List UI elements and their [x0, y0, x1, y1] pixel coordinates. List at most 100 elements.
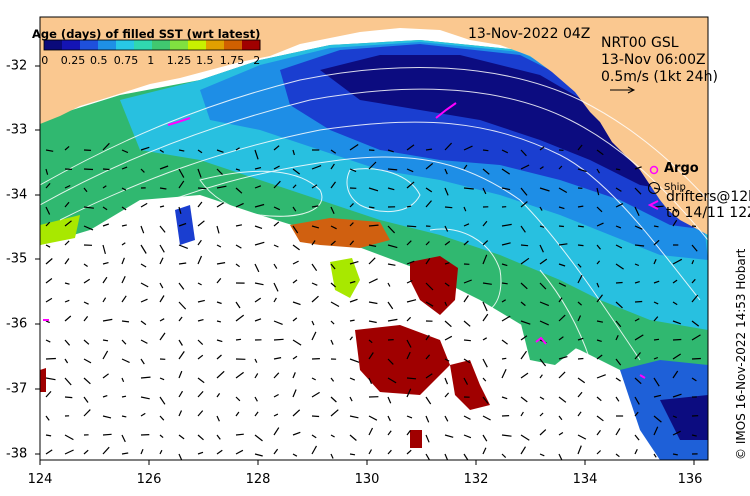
- current-vector: [197, 239, 202, 246]
- current-vector: [425, 301, 434, 307]
- current-vector: [615, 225, 622, 229]
- current-vector: [577, 168, 587, 173]
- x-tick-label: 126: [136, 472, 162, 487]
- current-vector: [216, 185, 227, 189]
- current-vector: [311, 205, 319, 208]
- current-vector: [368, 187, 379, 192]
- current-vector: [691, 334, 701, 341]
- x-tick-label: 134: [572, 472, 598, 487]
- current-vector: [596, 294, 603, 303]
- current-vector: [45, 278, 53, 284]
- sst-patch-navy-se: [660, 395, 708, 440]
- current-vector: [64, 339, 71, 346]
- current-vector: [444, 262, 450, 265]
- current-vector: [292, 225, 299, 234]
- current-vector: [292, 244, 300, 251]
- current-vector: [64, 282, 70, 285]
- current-vector: [501, 242, 511, 246]
- current-vector: [368, 206, 375, 209]
- current-vector: [634, 411, 639, 417]
- current-vector: [558, 371, 566, 379]
- current-vector: [330, 339, 334, 345]
- current-vector: [178, 244, 189, 249]
- current-vector: [577, 244, 584, 247]
- current-vector: [159, 225, 166, 233]
- current-vector: [197, 434, 204, 441]
- current-vector: [368, 224, 379, 227]
- current-vector: [292, 279, 298, 284]
- current-vector: [482, 149, 489, 152]
- current-vector: [178, 434, 185, 440]
- current-vector: [102, 185, 107, 189]
- current-vector: [254, 203, 265, 208]
- current-vector: [691, 357, 701, 360]
- current-vector: [577, 445, 582, 455]
- current-vector: [406, 449, 412, 455]
- current-vector: [691, 434, 697, 437]
- current-vector: [501, 168, 511, 175]
- current-vector: [273, 372, 280, 379]
- current-vector: [197, 319, 204, 322]
- current-vector: [178, 316, 183, 322]
- current-vector: [406, 144, 415, 151]
- current-vector: [501, 149, 509, 154]
- current-vector: [349, 358, 360, 363]
- x-tick-label: 136: [677, 472, 703, 487]
- current-vector: [444, 301, 448, 306]
- current-vector: [653, 316, 659, 322]
- sst-patch-green-east: [520, 315, 580, 365]
- current-vector: [634, 187, 642, 195]
- current-vector: [349, 319, 355, 322]
- sst-patch-red-5: [410, 430, 422, 448]
- current-vector: [444, 335, 453, 341]
- current-vector: [273, 320, 283, 325]
- current-vector: [121, 452, 129, 455]
- colorbar-tick-label: 0: [41, 54, 49, 67]
- current-vector: [83, 278, 91, 284]
- current-vector: [691, 294, 699, 303]
- current-vector: [482, 377, 487, 382]
- current-vector: [235, 147, 240, 151]
- x-tick-label: 128: [245, 472, 271, 487]
- current-vector: [615, 187, 622, 192]
- current-vector: [406, 339, 412, 348]
- current-vector: [501, 263, 508, 267]
- current-vector: [596, 429, 601, 436]
- current-vector: [634, 225, 643, 230]
- current-vector: [330, 206, 335, 215]
- current-vector: [577, 434, 587, 440]
- current-vector: [615, 244, 623, 249]
- current-vector: [102, 339, 109, 342]
- current-vector: [140, 376, 151, 379]
- current-vector: [539, 453, 545, 457]
- current-vector: [64, 434, 74, 441]
- current-vector: [368, 257, 376, 265]
- colorbar-swatch: [170, 40, 189, 50]
- current-vector: [558, 165, 563, 170]
- colorbar-swatch: [44, 40, 63, 50]
- current-vector: [501, 282, 508, 285]
- current-vector: [311, 184, 318, 189]
- current-vector: [653, 356, 659, 360]
- current-vector: [83, 301, 89, 305]
- current-vector: [292, 453, 298, 457]
- current-vector: [64, 396, 73, 399]
- current-vector: [387, 358, 394, 365]
- current-vector: [254, 453, 263, 457]
- current-vector: [539, 396, 545, 400]
- ship-legend-label: Ship: [664, 182, 686, 193]
- current-vector: [159, 449, 163, 455]
- current-vector: [197, 168, 202, 178]
- current-vector: [406, 279, 413, 284]
- current-vector: [273, 263, 278, 269]
- current-vector: [368, 352, 374, 360]
- current-vector: [444, 453, 449, 460]
- current-vector: [387, 301, 394, 310]
- current-vector: [406, 168, 414, 173]
- current-vector: [596, 450, 602, 455]
- current-vector: [558, 314, 566, 322]
- current-vector: [463, 164, 468, 170]
- current-vector: [634, 318, 640, 322]
- current-vector: [45, 258, 53, 265]
